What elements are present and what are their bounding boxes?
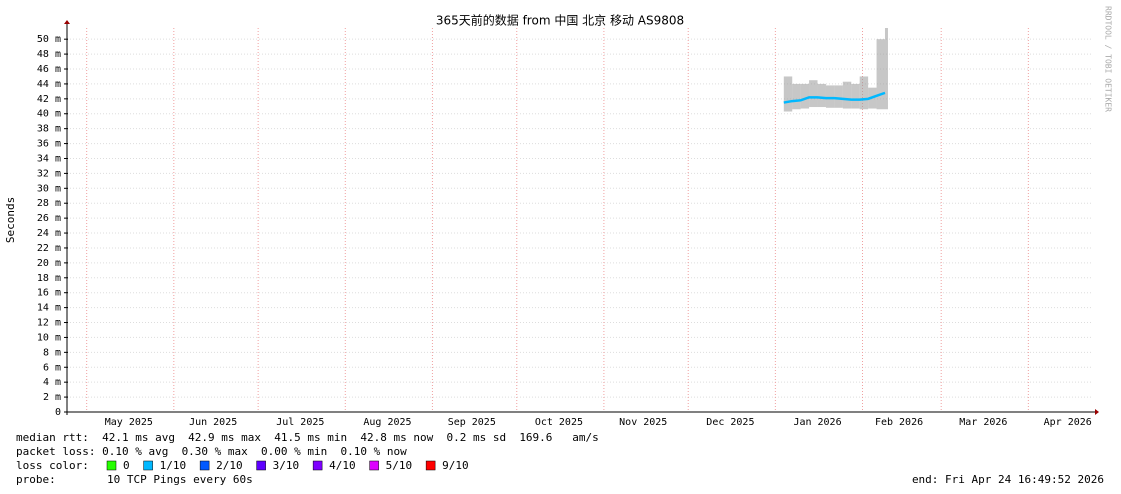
y-tick-label: 34 m [37,153,61,164]
y-axis-label: Seconds [4,197,17,243]
smoke [834,85,843,108]
legend-label: 3/10 [273,459,300,472]
legend-swatch [106,460,117,471]
legend-label: 0 [123,459,130,472]
legend-probe: 10 TCP Pings every 60s [107,473,253,486]
x-tick-label: Apr 2026 [1044,417,1092,428]
y-tick-label: 50 m [37,34,61,45]
legend-swatch [199,460,210,471]
median-line [783,91,886,104]
x-tick-label: Jul 2025 [276,417,324,428]
y-tick-label: 20 m [37,258,61,269]
smoke [817,83,826,108]
legend-label: 2/10 [216,459,243,472]
x-tick-label: Dec 2025 [706,417,754,428]
smoke [783,76,793,112]
legend-label: 5/10 [386,459,413,472]
y-tick-label: 0 [55,407,61,418]
watermark: RRDTOOL / TOBI OETIKER [1104,6,1113,112]
legend-end: end: Fri Apr 24 16:49:52 2026 [912,473,1104,486]
y-tick-label: 36 m [37,139,61,150]
y-tick-label: 4 m [43,377,61,388]
smoke [884,28,888,110]
smoke [825,85,835,108]
smoke [800,83,810,109]
y-tick-label: 44 m [37,79,61,90]
y-tick-label: 6 m [43,362,61,373]
x-tick-label: Jan 2026 [793,417,841,428]
x-tick-label: Mar 2026 [959,417,1007,428]
smoke [792,83,801,110]
legend-swatch [312,460,323,471]
smoke [851,83,860,109]
legend-loss: packet loss: 0.10 % avg 0.30 % max 0.00 … [16,445,407,458]
x-tick-label: Oct 2025 [535,417,583,428]
legend-median: median rtt: 42.1 ms avg 42.9 ms max 41.5… [16,431,599,444]
smoke [876,39,885,110]
y-tick-label: 22 m [37,243,61,254]
x-axis-arrow [1095,409,1099,415]
y-tick-label: 38 m [37,124,61,135]
chart-title: 365天前的数据 from 中国 北京 移动 AS9808 [436,13,684,28]
y-axis-arrow [64,20,70,24]
y-tick-label: 30 m [37,183,61,194]
legend-swatch [256,460,266,471]
legend-swatch [143,460,153,471]
y-tick-label: 32 m [37,168,61,179]
x-tick-label: Sep 2025 [448,417,496,428]
y-tick-label: 16 m [37,288,61,299]
x-tick-label: May 2025 [105,417,153,428]
y-tick-label: 28 m [37,198,61,209]
legend-swatch [425,460,436,471]
y-tick-label: 26 m [37,213,61,224]
smoke [809,80,818,108]
y-tick-label: 12 m [37,318,61,329]
x-tick-label: Feb 2026 [875,417,923,428]
y-tick-label: 48 m [37,49,61,60]
smoke [842,81,852,109]
legend-label: 9/10 [442,459,469,472]
y-tick-label: 10 m [37,332,61,343]
y-tick-label: 18 m [37,273,61,284]
legend-swatch [369,460,379,471]
x-tick-label: Nov 2025 [619,417,667,428]
legend-label: 1/10 [160,459,187,472]
x-tick-label: Aug 2025 [363,417,411,428]
y-tick-label: 42 m [37,94,61,105]
x-tick-label: Jun 2025 [189,417,237,428]
y-tick-label: 14 m [37,303,61,314]
y-tick-label: 8 m [43,347,61,358]
legend-label: 4/10 [329,459,356,472]
y-tick-label: 40 m [37,109,61,120]
y-tick-label: 2 m [43,392,61,403]
smoke [859,76,869,110]
y-tick-label: 24 m [37,228,61,239]
legend-loss-title: loss color: [16,459,89,472]
y-tick-label: 46 m [37,64,61,75]
legend-probe-title: probe: [16,473,56,486]
